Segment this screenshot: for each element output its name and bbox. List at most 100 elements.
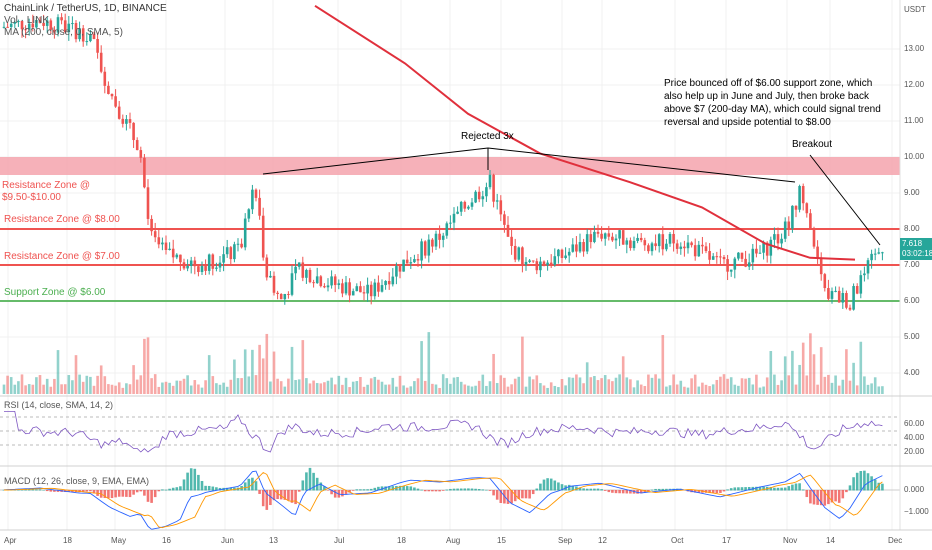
candle-body (103, 71, 107, 86)
macd-histogram-bar (171, 487, 175, 491)
candle-body (315, 276, 319, 284)
macd-histogram-bar (830, 490, 834, 503)
macd-histogram-bar (42, 489, 45, 491)
price-tick-label: 7.00 (904, 260, 920, 269)
candle-body (747, 262, 751, 267)
volume-bar (103, 376, 107, 394)
candle-body (117, 106, 121, 119)
macd-histogram-bar (312, 472, 315, 491)
candle-body (830, 291, 834, 299)
candle-body (524, 261, 528, 265)
volume-bar (593, 376, 596, 394)
candle-body (449, 222, 452, 224)
candle-body (564, 255, 567, 258)
last-price-tag: 7.618 03:02:18 (900, 238, 932, 260)
macd-histogram-bar (744, 487, 747, 491)
macd-histogram-bar (611, 490, 614, 493)
price-tick-label: 13.00 (904, 44, 925, 53)
volume-bar (402, 385, 405, 394)
volume-bar (107, 384, 110, 394)
candle-body (643, 240, 647, 246)
volume-bar (791, 350, 794, 394)
candle-body (578, 242, 582, 252)
volume-bar (690, 378, 693, 394)
volume-bar (114, 385, 117, 394)
volume-bar (189, 385, 193, 394)
macd-histogram-bar (211, 486, 215, 491)
candle-body (60, 17, 63, 21)
candle-body (9, 23, 13, 28)
macd-histogram-bar (477, 489, 481, 491)
candle-body (877, 252, 881, 254)
candle-body (852, 286, 855, 310)
candle-body (186, 265, 189, 269)
volume-bar (600, 378, 603, 394)
candle-body (463, 201, 467, 209)
candle-body (593, 231, 596, 243)
macd-histogram-bar (542, 479, 546, 491)
volume-bar (863, 376, 866, 394)
candle-body (92, 34, 96, 39)
volume-bar (283, 386, 287, 394)
macd-histogram-bar (110, 490, 114, 499)
candle-body (517, 247, 521, 260)
candle-body (755, 248, 758, 254)
candle-body (427, 239, 431, 256)
macd-histogram-bar (56, 490, 60, 492)
macd-histogram-bar (780, 487, 783, 491)
volume-bar (146, 337, 150, 394)
volume-bar (683, 386, 686, 394)
candle-body (395, 266, 398, 277)
macd-histogram-bar (103, 490, 107, 499)
volume-bar (485, 385, 488, 394)
macd-histogram-bar (859, 471, 863, 491)
volume-bar (596, 380, 600, 394)
macd-histogram-bar (535, 488, 539, 491)
volume-bar (877, 386, 881, 394)
candle-body (719, 256, 722, 258)
macd-histogram-bar (492, 490, 495, 496)
rsi-legend: RSI (14, close, SMA, 14, 2) (4, 400, 114, 410)
candle-body (179, 254, 182, 263)
volume-bar (747, 377, 751, 394)
volume-bar (96, 375, 99, 394)
macd-histogram-bar (225, 487, 229, 491)
volume-bar (431, 383, 434, 394)
macd-histogram-bar (297, 490, 301, 492)
macd-histogram-bar (873, 479, 877, 491)
volume-bar (63, 384, 67, 394)
macd-histogram-bar (175, 487, 179, 491)
volume-bar (650, 377, 654, 394)
volume-bar (110, 384, 114, 394)
volume-bar (528, 376, 531, 394)
candle-body (409, 262, 413, 264)
macd-histogram-bar (582, 488, 585, 491)
candle-body (45, 20, 49, 26)
macd-histogram-bar (722, 490, 726, 492)
volume-bar (71, 380, 74, 394)
candle-body (413, 259, 416, 263)
macd-histogram-bar (207, 485, 211, 491)
candle-body (510, 236, 513, 246)
volume-bar (377, 379, 380, 394)
volume-bar (823, 376, 827, 394)
volume-bar (618, 374, 621, 394)
candle-body (114, 96, 117, 107)
volume-bar (204, 380, 207, 394)
volume-bar (679, 380, 683, 394)
macd-legend: MACD (12, 26, close, 9, EMA, EMA) (4, 476, 150, 486)
macd-histogram-bar (495, 490, 499, 500)
candle-body (650, 243, 654, 252)
macd-histogram-bar (420, 489, 423, 491)
price-tick-label: 8.00 (904, 224, 920, 233)
macd-histogram-bar (31, 489, 35, 491)
volume-bar (13, 384, 17, 394)
annotation-arrows (262, 147, 881, 246)
candle-body (229, 247, 233, 260)
candle-body (452, 213, 456, 223)
macd-histogram-bar (585, 488, 589, 491)
candle-body (470, 202, 474, 207)
volume-bar (333, 384, 337, 394)
candle-body (344, 282, 348, 294)
